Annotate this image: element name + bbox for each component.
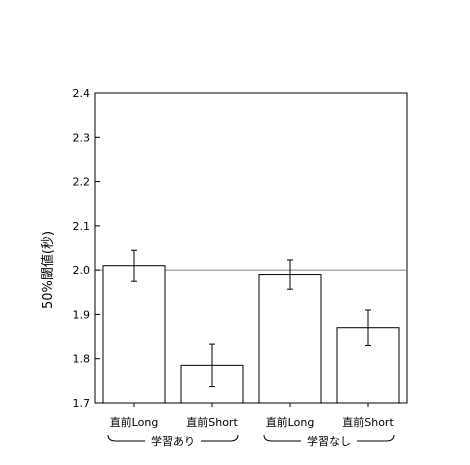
- x-tick-label: 直前Long: [110, 415, 159, 429]
- x-tick-label: 直前Short: [186, 415, 238, 429]
- y-tick-label: 1.9: [73, 308, 91, 321]
- y-axis: 1.7 1.8 1.9 2.0 2.1 2.2 2.3 2.4: [73, 87, 100, 410]
- group-bracket-right: [201, 434, 239, 442]
- bars-group: [102, 249, 400, 404]
- group-bracket-left: [263, 434, 301, 442]
- y-tick-label: 2.1: [73, 220, 91, 233]
- group-bracket-left: [107, 434, 145, 442]
- x-axis: 直前Long 直前Short 直前Long 直前Short: [110, 403, 394, 429]
- y-tick-label: 2.4: [73, 87, 91, 100]
- group-label: 学習あり: [151, 434, 195, 448]
- plot-frame: [94, 92, 408, 404]
- group-label: 学習なし: [307, 434, 351, 448]
- y-tick-label: 1.7: [73, 397, 91, 410]
- x-tick-label: 直前Short: [342, 415, 394, 429]
- bar: [102, 265, 166, 404]
- y-tick-label: 2.2: [73, 176, 91, 189]
- group-labels: 学習あり 学習なし: [107, 434, 395, 448]
- group-bracket-right: [357, 434, 395, 442]
- y-tick-label: 2.3: [73, 131, 91, 144]
- y-tick-label: 2.0: [73, 264, 91, 277]
- y-tick-label: 1.8: [73, 353, 91, 366]
- x-tick-label: 直前Long: [266, 415, 315, 429]
- y-axis-title: 50%閾値(秒): [40, 231, 56, 309]
- bar: [258, 274, 322, 404]
